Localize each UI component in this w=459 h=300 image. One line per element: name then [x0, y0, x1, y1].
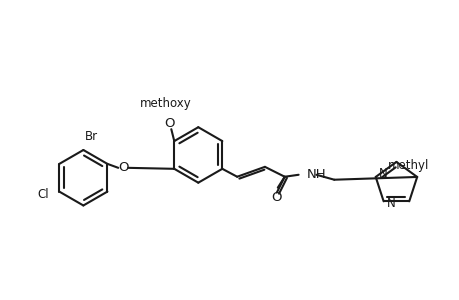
Text: NH: NH: [306, 168, 325, 181]
Text: O: O: [118, 161, 128, 174]
Text: N: N: [386, 197, 394, 210]
Text: methyl: methyl: [387, 159, 428, 172]
Text: O: O: [271, 191, 281, 204]
Text: N: N: [378, 167, 386, 181]
Text: Cl: Cl: [38, 188, 49, 201]
Text: methoxy: methoxy: [139, 98, 191, 110]
Text: O: O: [164, 117, 174, 130]
Text: Br: Br: [85, 130, 98, 143]
